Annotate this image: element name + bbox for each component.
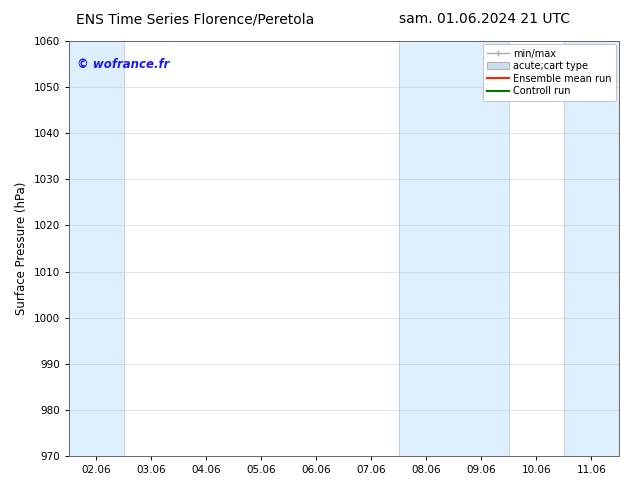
Text: © wofrance.fr: © wofrance.fr xyxy=(77,58,169,71)
Bar xyxy=(69,41,124,456)
Bar xyxy=(564,41,619,456)
Legend: min/max, acute;cart type, Ensemble mean run, Controll run: min/max, acute;cart type, Ensemble mean … xyxy=(482,44,616,101)
Bar xyxy=(399,41,509,456)
Text: sam. 01.06.2024 21 UTC: sam. 01.06.2024 21 UTC xyxy=(399,12,571,26)
Text: ENS Time Series Florence/Peretola: ENS Time Series Florence/Peretola xyxy=(76,12,314,26)
Y-axis label: Surface Pressure (hPa): Surface Pressure (hPa) xyxy=(15,182,28,315)
